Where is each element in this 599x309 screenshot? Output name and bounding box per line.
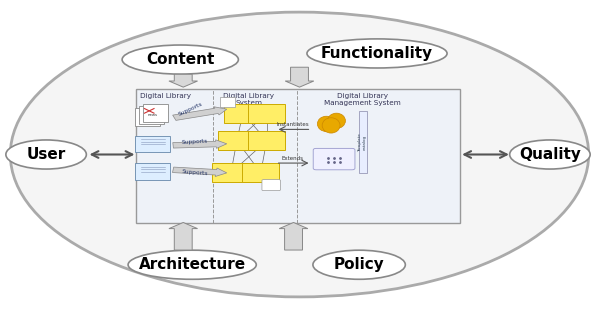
Text: Instantiates: Instantiates [276,122,308,127]
FancyBboxPatch shape [242,163,279,182]
Text: Functionality: Functionality [321,46,433,61]
Text: Digital Library
Management System: Digital Library Management System [323,93,401,106]
FancyArrow shape [169,222,198,250]
Ellipse shape [10,12,589,297]
FancyBboxPatch shape [220,97,235,107]
FancyBboxPatch shape [359,111,367,173]
Ellipse shape [328,113,346,129]
Text: Quality: Quality [519,147,581,162]
FancyBboxPatch shape [225,104,261,123]
FancyBboxPatch shape [135,163,170,180]
Text: Template
catalog: Template catalog [358,133,367,152]
Text: User: User [26,147,66,162]
Ellipse shape [322,118,340,133]
Ellipse shape [317,116,335,132]
Text: Policy: Policy [334,257,385,272]
Ellipse shape [313,250,406,279]
Text: news: news [147,113,158,117]
Text: Supports: Supports [182,138,208,145]
FancyBboxPatch shape [219,131,255,150]
FancyBboxPatch shape [248,131,285,150]
Text: Digital Library
System: Digital Library System [223,93,274,106]
FancyArrow shape [173,140,227,148]
FancyArrow shape [285,67,314,87]
Text: Extends: Extends [282,156,303,161]
FancyBboxPatch shape [313,148,355,170]
FancyArrow shape [173,167,227,176]
Text: Architecture: Architecture [138,257,246,272]
FancyBboxPatch shape [143,104,168,122]
FancyArrow shape [173,107,227,121]
FancyBboxPatch shape [262,180,280,191]
Ellipse shape [307,39,447,68]
Text: Supports: Supports [182,169,208,176]
FancyArrow shape [279,222,308,250]
Text: Digital Library: Digital Library [140,93,191,99]
FancyBboxPatch shape [135,108,160,126]
Ellipse shape [128,250,256,279]
Ellipse shape [122,45,238,74]
FancyBboxPatch shape [135,89,461,223]
FancyBboxPatch shape [213,163,249,182]
Text: Supports: Supports [178,101,204,117]
FancyBboxPatch shape [248,104,285,123]
Ellipse shape [6,140,86,169]
FancyArrow shape [169,74,198,87]
FancyBboxPatch shape [135,136,170,152]
FancyBboxPatch shape [139,106,164,124]
Ellipse shape [510,140,590,169]
Text: Content: Content [146,52,214,67]
